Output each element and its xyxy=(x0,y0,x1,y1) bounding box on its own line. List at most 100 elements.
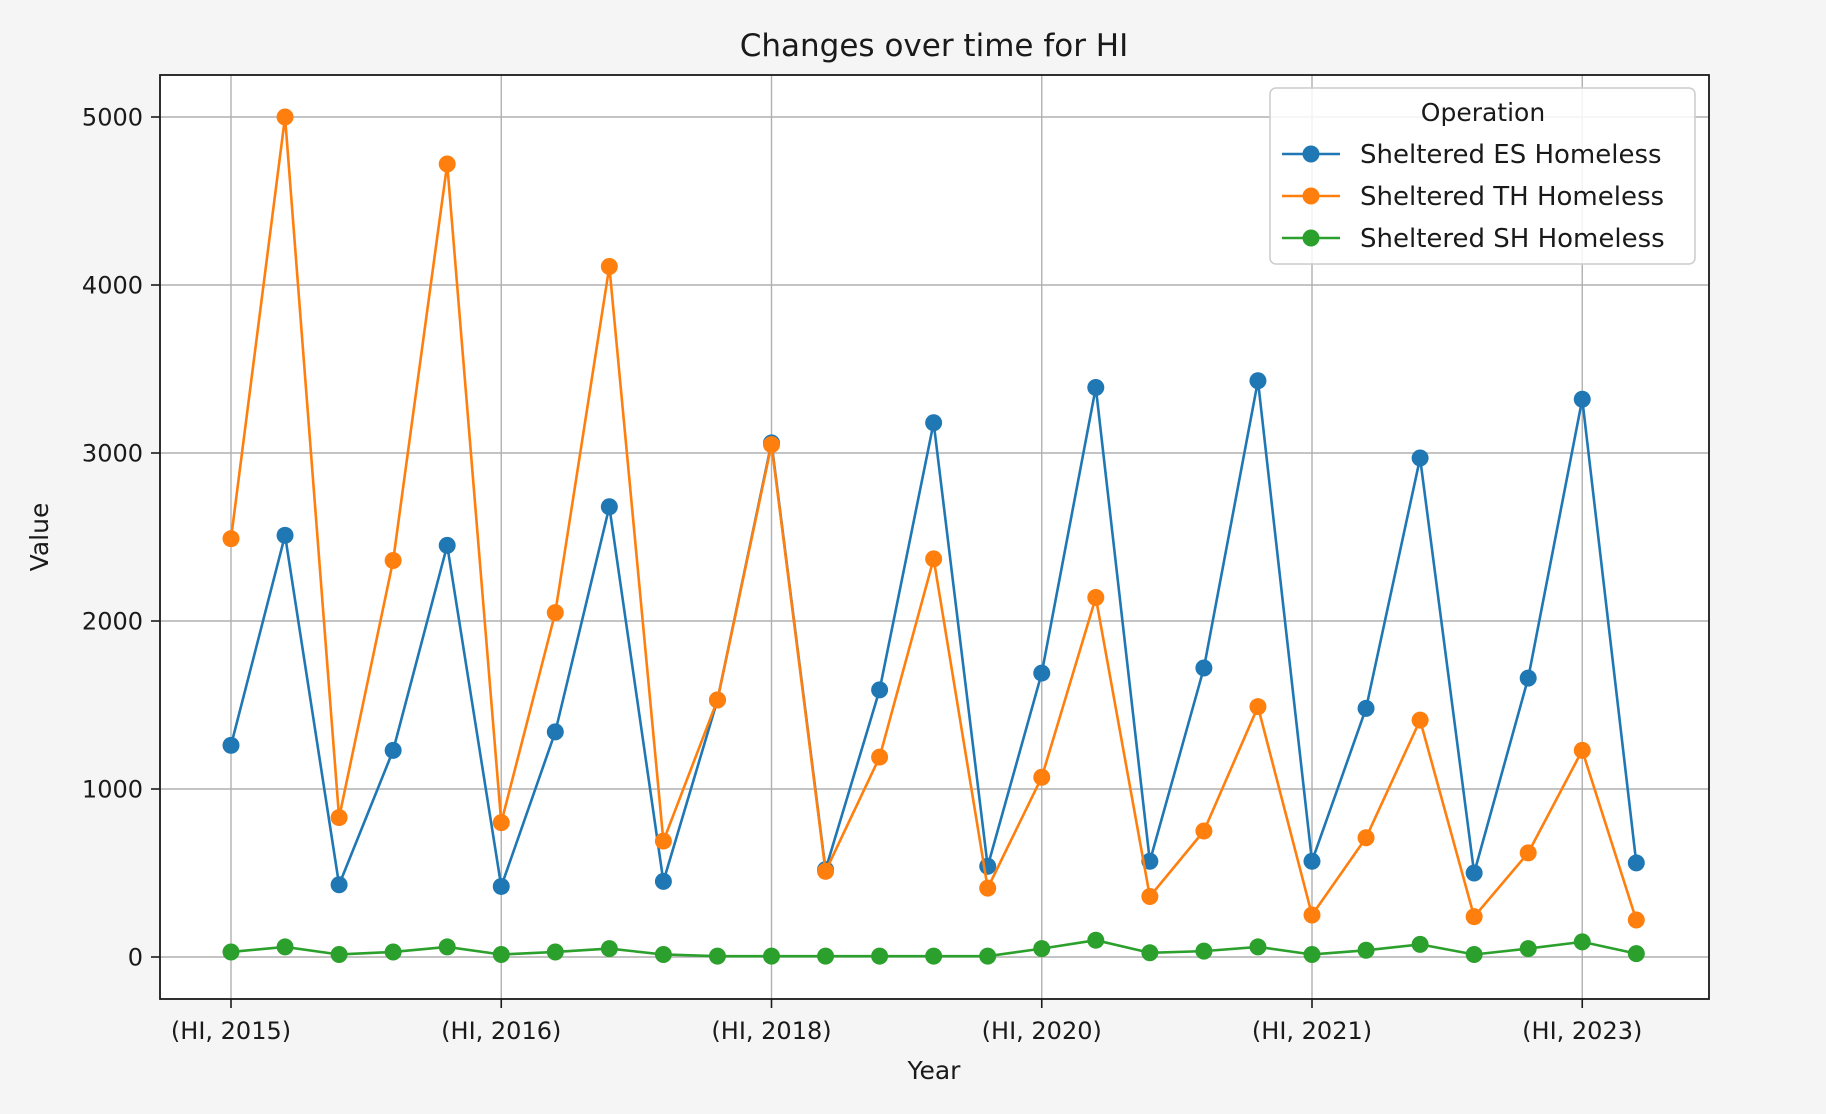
data-point xyxy=(330,876,348,894)
data-point xyxy=(871,681,889,699)
data-point xyxy=(654,945,672,963)
y-axis: 0 1000 2000 3000 4000 5000 xyxy=(82,104,160,972)
data-point xyxy=(1627,945,1645,963)
data-point xyxy=(1249,698,1267,716)
data-point xyxy=(1195,659,1213,677)
data-point xyxy=(654,872,672,890)
legend-label: Sheltered ES Homeless xyxy=(1360,140,1662,170)
series-sheltered-es-homeless xyxy=(222,372,1645,895)
grid-layer xyxy=(160,75,1709,999)
data-point xyxy=(1249,372,1267,390)
data-point xyxy=(654,832,672,850)
data-point xyxy=(546,943,564,961)
x-tick-label: (HI, 2016) xyxy=(441,1017,561,1045)
legend-box xyxy=(1269,87,1696,265)
data-point xyxy=(1465,864,1483,882)
data-point xyxy=(492,945,510,963)
data-point xyxy=(1519,669,1537,687)
data-point xyxy=(222,943,240,961)
legend-entry-sheltered-th-homeless: Sheltered TH Homeless xyxy=(1282,182,1664,212)
data-point xyxy=(1465,908,1483,926)
data-point xyxy=(1249,938,1267,956)
data-point xyxy=(1465,945,1483,963)
data-point xyxy=(1519,844,1537,862)
data-point xyxy=(330,945,348,963)
data-point xyxy=(1087,931,1105,949)
data-point xyxy=(1411,449,1429,467)
data-point xyxy=(1303,906,1321,924)
x-axis: (HI, 2015) (HI, 2016) (HI, 2018) (HI, 2020)… xyxy=(171,999,1642,1045)
series-sheltered-sh-homeless xyxy=(222,931,1645,965)
data-point xyxy=(708,947,726,965)
legend-marker xyxy=(1302,229,1320,247)
x-tick-label: (HI, 2020) xyxy=(982,1017,1102,1045)
data-point xyxy=(276,108,294,126)
data-point xyxy=(1195,822,1213,840)
y-tick-label: 5000 xyxy=(82,104,143,132)
data-point xyxy=(276,526,294,544)
data-point xyxy=(1357,941,1375,959)
data-point xyxy=(1087,378,1105,396)
data-point xyxy=(276,938,294,956)
data-point xyxy=(1033,768,1051,786)
data-point xyxy=(763,947,780,965)
data-point xyxy=(384,552,402,570)
data-point xyxy=(546,604,564,622)
legend-entry-sheltered-es-homeless: Sheltered ES Homeless xyxy=(1282,140,1662,170)
plot-frame xyxy=(159,74,1710,1000)
data-point xyxy=(222,736,240,754)
legend-entries: Sheltered ES Homeless Sheltered TH Homele… xyxy=(1282,140,1665,254)
data-point xyxy=(384,741,402,759)
data-point xyxy=(1411,935,1429,953)
data-point xyxy=(979,879,997,897)
data-point xyxy=(492,814,510,832)
data-point xyxy=(384,943,402,961)
data-point xyxy=(1141,852,1159,870)
data-point xyxy=(600,940,618,958)
data-point xyxy=(1573,390,1591,408)
data-point xyxy=(817,862,835,880)
y-tick-label: 3000 xyxy=(82,440,143,468)
data-point xyxy=(492,877,510,895)
legend-marker xyxy=(1302,187,1320,205)
data-point xyxy=(438,536,456,554)
data-point xyxy=(1627,911,1645,929)
data-point xyxy=(1033,940,1051,958)
legend: Operation Sheltered ES HomelessSheltered… xyxy=(1269,87,1696,265)
data-point xyxy=(1033,664,1051,682)
data-point xyxy=(925,414,943,432)
data-point xyxy=(1303,852,1321,870)
data-point xyxy=(871,947,889,965)
data-point xyxy=(1573,933,1591,951)
data-point xyxy=(438,155,456,173)
data-point xyxy=(1573,741,1591,759)
data-point xyxy=(1519,940,1537,958)
series-layer xyxy=(222,108,1645,965)
data-point xyxy=(1195,942,1213,960)
legend-label: Sheltered TH Homeless xyxy=(1360,182,1664,212)
data-point xyxy=(925,947,943,965)
data-point xyxy=(817,947,835,965)
x-tick-label: (HI, 2023) xyxy=(1522,1017,1642,1045)
data-point xyxy=(222,530,240,548)
chart-title: Changes over time for HI xyxy=(740,28,1129,64)
data-point xyxy=(546,723,564,741)
data-point xyxy=(438,938,456,956)
series-sheltered-th-homeless xyxy=(222,108,1645,929)
data-point xyxy=(600,258,618,276)
data-point xyxy=(1141,888,1159,906)
x-tick-label: (HI, 2015) xyxy=(171,1017,291,1045)
legend-label: Sheltered SH Homeless xyxy=(1360,224,1665,254)
data-point xyxy=(1627,854,1645,872)
x-axis-title: Year xyxy=(907,1056,962,1085)
data-point xyxy=(979,857,997,875)
data-point xyxy=(600,498,618,516)
data-point xyxy=(979,947,997,965)
y-tick-label: 4000 xyxy=(82,272,143,300)
x-tick-label: (HI, 2018) xyxy=(711,1017,831,1045)
legend-marker xyxy=(1302,145,1320,163)
data-point xyxy=(925,550,943,568)
data-point xyxy=(1141,944,1159,962)
